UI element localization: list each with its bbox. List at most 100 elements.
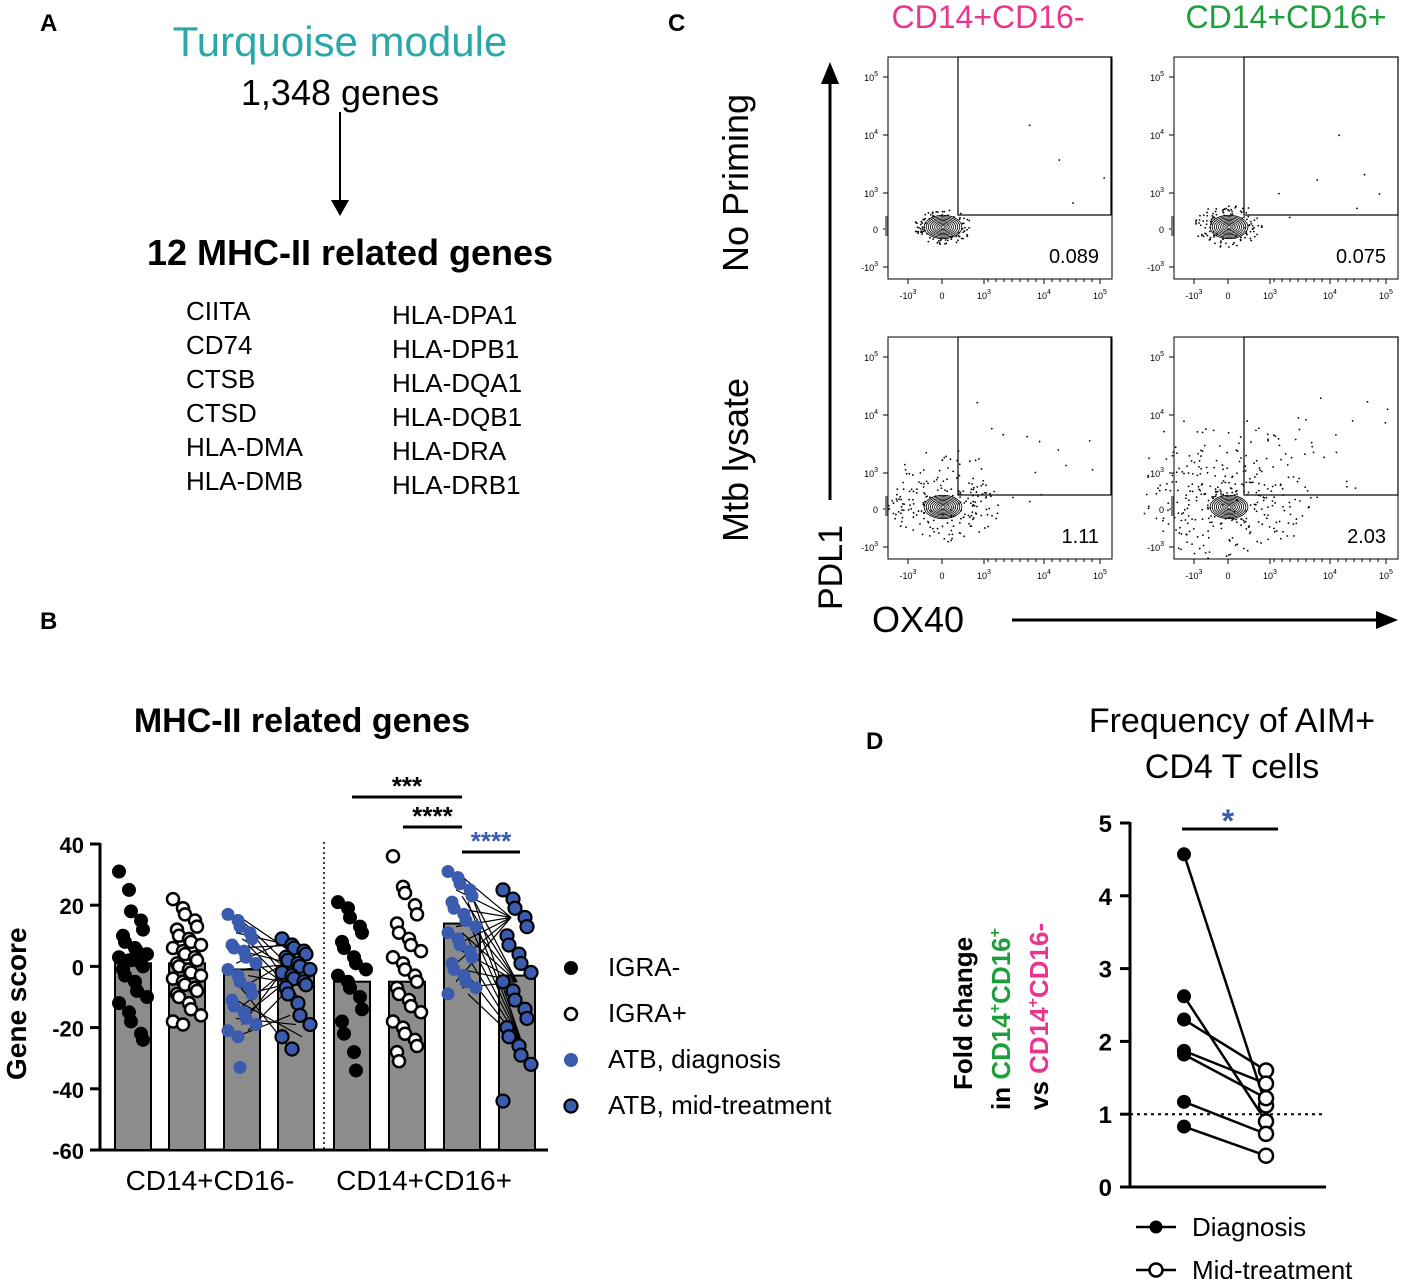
event-dot [1210, 521, 1213, 524]
event-dot [1246, 233, 1248, 236]
x-tick-label: -103 [900, 569, 917, 581]
event-dot [1245, 481, 1248, 484]
gate-value: 1.11 [1062, 526, 1099, 548]
gene-list-left: CIITA CD74 CTSB CTSD HLA-DMA HLA-DMB [186, 294, 303, 498]
event-dot [1230, 208, 1232, 211]
significance-label: * [1222, 803, 1235, 839]
event-dot [1175, 480, 1178, 483]
density-contour [1226, 505, 1232, 509]
data-point [331, 968, 345, 983]
event-dot [892, 502, 895, 504]
event-dot [1246, 218, 1248, 221]
event-dot [1204, 428, 1207, 430]
event-dot [1209, 226, 1212, 229]
event-dot [1158, 489, 1161, 492]
event-dot [1227, 208, 1229, 211]
event-dot [1201, 508, 1204, 511]
data-point [280, 986, 296, 1002]
event-dot [1278, 192, 1280, 195]
event-dot [1231, 491, 1234, 494]
event-dot [1242, 519, 1245, 522]
event-dot [1091, 468, 1094, 471]
event-dot [1227, 431, 1230, 434]
y-tick-label: 104 [864, 409, 878, 421]
legend-label: IGRA+ [608, 998, 687, 1028]
event-dot [964, 226, 966, 229]
event-dot [933, 530, 936, 533]
event-dot [1186, 507, 1189, 510]
data-point [193, 937, 209, 953]
event-dot [1229, 487, 1232, 489]
event-dot [1240, 211, 1243, 214]
event-dot [1253, 508, 1256, 510]
pair-line [455, 889, 512, 918]
event-dot [936, 476, 939, 479]
event-dot [1034, 471, 1037, 474]
data-point [136, 959, 150, 974]
data-point [441, 865, 455, 879]
event-dot [943, 456, 946, 459]
data-point [409, 907, 425, 922]
event-dot [938, 469, 941, 472]
y-tick-label: 103 [1150, 187, 1164, 199]
event-dot [1199, 489, 1202, 492]
event-dot [1272, 466, 1275, 468]
event-dot [952, 506, 955, 509]
event-dot [988, 507, 991, 510]
y-tick-label: 105 [864, 71, 878, 83]
event-dot [1288, 501, 1291, 504]
event-dot [1309, 496, 1312, 499]
event-dot [1211, 215, 1214, 217]
event-dot [1257, 489, 1260, 492]
event-dot [1207, 499, 1210, 502]
event-dot [986, 513, 989, 516]
event-dot [1235, 489, 1238, 492]
event-dot [921, 231, 924, 233]
event-dot [952, 525, 955, 528]
data-point [513, 955, 529, 971]
event-dot [970, 514, 973, 517]
event-dot [1229, 213, 1232, 216]
event-dot [1206, 234, 1209, 237]
y-tick-label: -103 [1147, 261, 1164, 273]
event-dot [1214, 474, 1217, 477]
pair-line [1183, 1053, 1267, 1100]
event-dot [1242, 547, 1245, 550]
event-dot [1167, 522, 1170, 525]
event-dot [1253, 219, 1256, 222]
event-dot [1224, 481, 1227, 484]
event-dot [1202, 534, 1204, 537]
event-dot [1162, 517, 1165, 520]
event-dot [921, 222, 924, 225]
event-dot [1275, 521, 1278, 524]
event-dot [1169, 489, 1172, 492]
event-dot [968, 226, 970, 229]
y-tick-label: 2 [1099, 1029, 1112, 1056]
data-point [227, 999, 241, 1013]
event-dot [1175, 471, 1178, 474]
event-dot [1195, 499, 1198, 502]
event-dot [1295, 518, 1298, 520]
event-dot [1306, 489, 1309, 492]
y-tick-label: 103 [1150, 467, 1164, 479]
event-dot [1181, 471, 1184, 473]
event-dot [949, 458, 952, 461]
event-dot [1268, 526, 1271, 528]
event-dot [1278, 444, 1281, 447]
event-dot [1180, 519, 1183, 522]
event-dot [1186, 541, 1188, 544]
event-dot [1207, 517, 1210, 520]
event-dot [922, 501, 925, 504]
event-dot [1207, 508, 1209, 510]
event-dot [1278, 520, 1281, 523]
data-point [249, 1018, 263, 1032]
event-dot [931, 527, 934, 530]
event-dot [1213, 235, 1215, 238]
event-dot [1171, 481, 1174, 483]
event-dot [1218, 445, 1221, 447]
event-dot [1182, 511, 1185, 514]
legend-label: IGRA- [608, 952, 680, 982]
event-dot [1187, 515, 1190, 517]
event-dot [1263, 513, 1266, 516]
event-dot [1257, 224, 1260, 227]
